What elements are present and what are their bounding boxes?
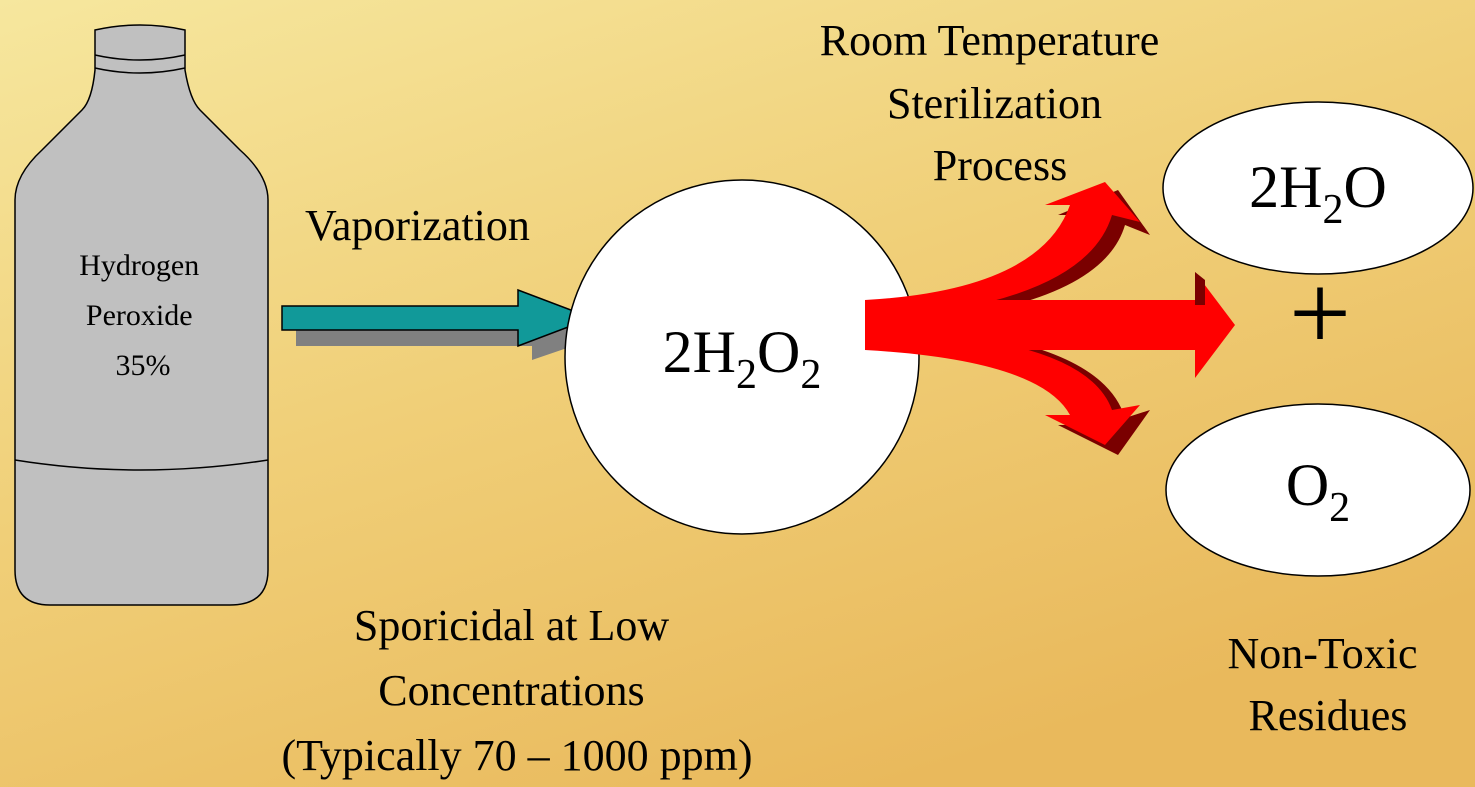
label-line: 35%	[116, 349, 171, 382]
slide: Hydrogen Peroxide 35% Vaporization 2H2O2…	[0, 0, 1475, 787]
formula-part: O	[757, 319, 800, 385]
plus: +	[1289, 252, 1351, 374]
note-line: Sporicidal at Low	[354, 601, 669, 650]
note-line: (Typically 70 – 1000 ppm)	[281, 731, 752, 780]
formula-sub: 2	[1323, 187, 1344, 233]
formula-part: 2H	[1249, 154, 1322, 220]
formula-sub: 2	[736, 352, 757, 398]
formula-sub: 2	[1329, 485, 1350, 531]
formula-part: 2H	[663, 319, 736, 385]
label-line: Sterilization	[887, 79, 1102, 128]
formula-part: O	[1286, 452, 1329, 518]
formula-sub: 2	[800, 352, 821, 398]
label-line: Room Temperature	[820, 16, 1159, 65]
note-line: Non-Toxic	[1228, 629, 1418, 678]
label-line: Process	[933, 141, 1067, 190]
note-line: Residues	[1249, 691, 1408, 740]
formula-part: O	[1344, 154, 1387, 220]
step-label: Vaporization	[305, 201, 530, 250]
note-line: Concentrations	[378, 666, 644, 715]
label-line: Peroxide	[86, 299, 193, 332]
label-line: Hydrogen	[79, 249, 199, 282]
